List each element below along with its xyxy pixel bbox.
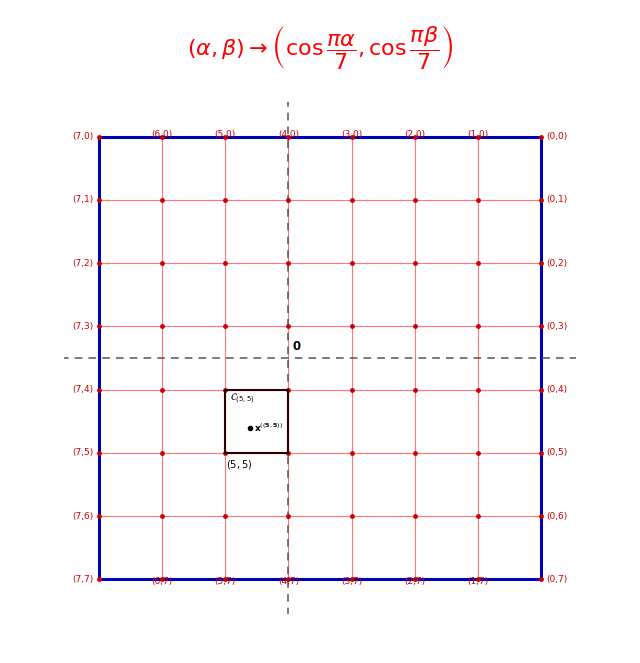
- Text: (3,0): (3,0): [341, 131, 362, 139]
- Text: (4,7): (4,7): [278, 577, 299, 585]
- Text: (0,7): (0,7): [547, 575, 568, 583]
- Text: (7,0): (7,0): [72, 133, 93, 141]
- Text: (0,2): (0,2): [547, 259, 568, 268]
- Text: (0,5): (0,5): [547, 448, 568, 457]
- Text: (7,1): (7,1): [72, 196, 93, 204]
- Text: (5,7): (5,7): [214, 577, 236, 585]
- Text: (7,4): (7,4): [72, 385, 93, 394]
- Text: (7,2): (7,2): [72, 259, 93, 268]
- Text: $\mathbf{0}$: $\mathbf{0}$: [292, 340, 301, 353]
- Text: (2,7): (2,7): [404, 577, 426, 585]
- Text: (6,0): (6,0): [151, 131, 173, 139]
- Text: $(\alpha, \beta) \rightarrow \left(\cos\dfrac{\pi\alpha}{7}, \cos\dfrac{\pi\beta: $(\alpha, \beta) \rightarrow \left(\cos\…: [187, 23, 453, 71]
- Text: (0,1): (0,1): [547, 196, 568, 204]
- Text: (0,0): (0,0): [547, 133, 568, 141]
- Text: (0,6): (0,6): [547, 512, 568, 520]
- Text: (7,7): (7,7): [72, 575, 93, 583]
- Text: (5,0): (5,0): [214, 131, 236, 139]
- Text: (1,0): (1,0): [467, 131, 489, 139]
- Text: (7,5): (7,5): [72, 448, 93, 457]
- Text: (3,7): (3,7): [341, 577, 362, 585]
- Text: $(5,5)$: $(5,5)$: [227, 458, 253, 471]
- Text: (6,7): (6,7): [151, 577, 173, 585]
- Text: (0,3): (0,3): [547, 322, 568, 331]
- Text: $\mathcal{C}_{(5,5)}$: $\mathcal{C}_{(5,5)}$: [230, 392, 255, 406]
- Text: (1,7): (1,7): [467, 577, 489, 585]
- Text: (7,6): (7,6): [72, 512, 93, 520]
- Text: $\mathbf{x}^{((\mathbf{5},\mathbf{5}))}$: $\mathbf{x}^{((\mathbf{5},\mathbf{5}))}$: [253, 422, 283, 434]
- Bar: [225, 390, 289, 453]
- Text: (7,3): (7,3): [72, 322, 93, 331]
- Text: (0,4): (0,4): [547, 385, 568, 394]
- Text: (2,0): (2,0): [404, 131, 426, 139]
- Text: (4,0): (4,0): [278, 131, 299, 139]
